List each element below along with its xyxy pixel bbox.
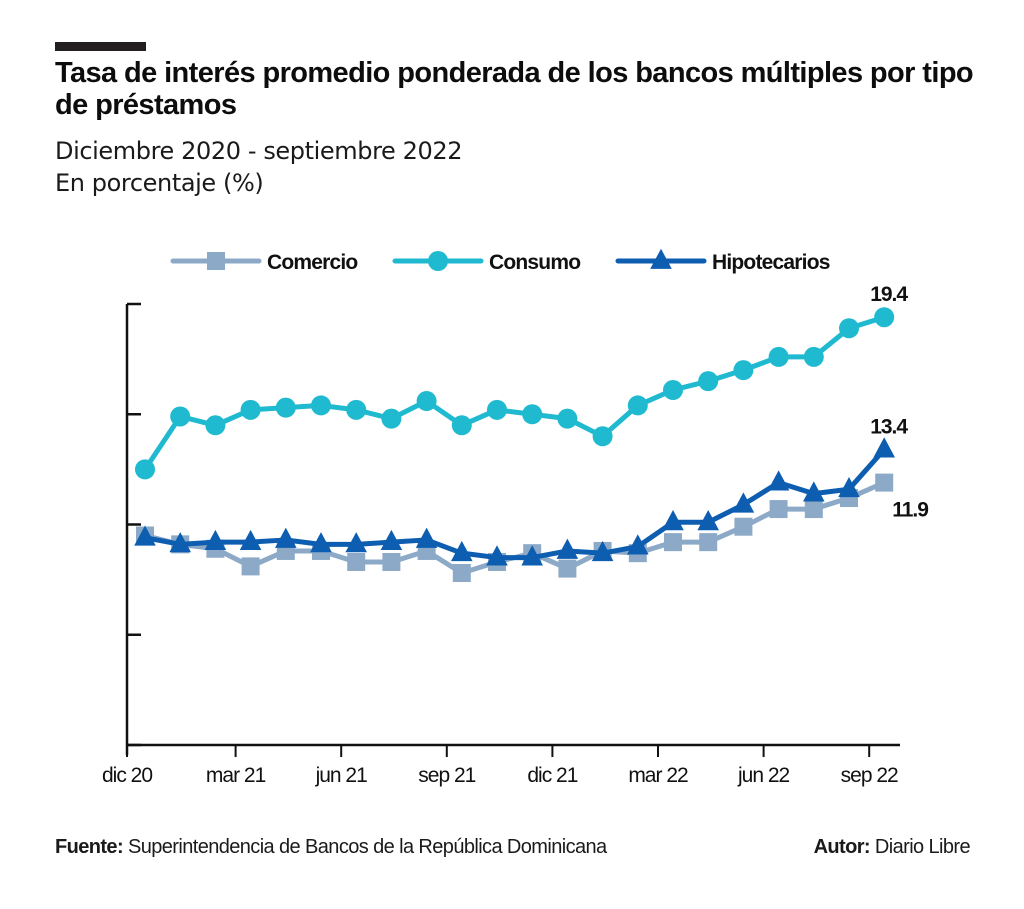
x-tick-label: jun 22 — [737, 764, 790, 787]
title-accent-bar — [55, 42, 146, 51]
data-point-hipotecarios — [134, 525, 156, 546]
data-point-comercio — [558, 559, 577, 578]
data-point-consumo — [275, 397, 296, 418]
data-label-comercio: 11.9 — [892, 499, 928, 522]
legend-item-hipotecarios: Hipotecarios — [615, 248, 831, 274]
data-point-comercio — [347, 552, 366, 571]
x-tick-label: mar 22 — [628, 764, 688, 787]
data-point-hipotecarios — [415, 527, 438, 548]
data-point-consumo — [487, 399, 507, 420]
legend-item-comercio: Comercio — [170, 251, 358, 274]
x-tick-label: dic 21 — [527, 764, 577, 787]
series-group — [134, 307, 895, 583]
legend-marker-circle — [428, 251, 448, 271]
data-point-consumo — [522, 404, 543, 425]
data-point-hipotecarios — [380, 529, 403, 551]
data-point-hipotecarios — [310, 532, 332, 553]
series-hipotecarios — [134, 437, 895, 566]
data-point-consumo — [839, 318, 859, 339]
chart-subtitle: Diciembre 2020 - septiembre 2022 — [55, 137, 463, 165]
data-point-hipotecarios — [591, 540, 614, 562]
data-label-hipotecarios: 13.4 — [870, 416, 908, 439]
data-point-comercio — [734, 517, 753, 536]
series-line-consumo — [142, 314, 885, 471]
data-point-hipotecarios — [697, 510, 719, 531]
data-point-hipotecarios — [767, 470, 790, 491]
data-labels: 11.9 19.4 13.4 — [870, 283, 929, 522]
data-point-consumo — [803, 346, 824, 367]
data-point-consumo — [205, 415, 226, 436]
data-point-consumo — [416, 391, 437, 412]
data-point-comercio — [452, 564, 471, 583]
data-point-comercio — [769, 500, 788, 519]
author-credit: Autor: Diario Libre — [813, 836, 971, 859]
axes: dic 20 mar 21 jun 21 sep 21 dic 21 mar 22 jun … — [102, 302, 900, 787]
data-point-hipotecarios — [662, 510, 684, 531]
data-point-hipotecarios — [627, 534, 649, 555]
data-point-consumo — [451, 415, 472, 436]
data-point-hipotecarios — [556, 538, 579, 559]
data-label-consumo: 19.4 — [870, 283, 908, 306]
data-point-comercio — [699, 533, 718, 552]
legend-marker-square — [207, 252, 225, 270]
data-point-hipotecarios — [169, 532, 191, 553]
data-point-consumo — [768, 346, 789, 367]
chart-title: Tasa de interés promedio ponderada de lo… — [55, 57, 974, 121]
data-point-hipotecarios — [732, 492, 755, 513]
author-text: Diario Libre — [874, 836, 971, 858]
data-point-consumo — [698, 371, 719, 392]
data-point-consumo — [663, 379, 683, 400]
data-point-consumo — [346, 399, 367, 420]
data-point-comercio — [382, 552, 401, 571]
author-label: Autor: — [813, 836, 871, 858]
legend-label: Comercio — [267, 251, 357, 274]
data-point-hipotecarios — [486, 545, 508, 566]
data-point-comercio — [875, 473, 894, 492]
source-credit: Fuente: Superintendencia de Bancos de la… — [55, 836, 607, 859]
series-line-hipotecarios — [144, 447, 887, 561]
data-point-comercio — [241, 557, 260, 576]
series-consumo — [135, 307, 895, 480]
legend-label: Hipotecarios — [712, 251, 830, 274]
data-point-consumo — [381, 408, 402, 429]
data-point-consumo — [135, 459, 155, 480]
x-tick-label: sep 21 — [418, 764, 475, 787]
data-point-consumo — [874, 307, 895, 328]
data-point-consumo — [592, 426, 613, 447]
data-point-consumo — [240, 399, 261, 420]
source-label: Fuente: — [55, 836, 124, 858]
data-point-consumo — [627, 395, 648, 416]
chart-unit: En porcentaje (%) — [55, 169, 264, 197]
legend-label: Consumo — [489, 251, 580, 274]
data-point-hipotecarios — [521, 545, 543, 566]
data-point-hipotecarios — [803, 481, 825, 502]
legend-item-consumo: Consumo — [392, 251, 581, 274]
x-tick-label: dic 20 — [102, 764, 152, 787]
data-point-hipotecarios — [451, 540, 473, 562]
legend: Comercio Consumo Hipotecarios — [170, 248, 831, 274]
data-point-comercio — [804, 500, 823, 519]
data-point-hipotecarios — [275, 527, 297, 548]
data-point-hipotecarios — [204, 529, 227, 551]
data-point-hipotecarios — [345, 532, 367, 553]
x-tick-label: sep 22 — [841, 764, 898, 787]
source-text: Superintendencia de Bancos de la Repúbli… — [128, 836, 607, 858]
x-tick-label: mar 21 — [206, 764, 266, 787]
data-point-consumo — [311, 395, 331, 416]
data-point-hipotecarios — [873, 437, 895, 458]
data-point-consumo — [170, 406, 191, 427]
data-point-hipotecarios — [239, 529, 262, 551]
data-point-consumo — [557, 408, 578, 429]
legend-marker-triangle — [650, 248, 672, 269]
data-point-consumo — [733, 360, 754, 381]
data-point-comercio — [664, 533, 682, 552]
x-tick-label: jun 21 — [315, 764, 368, 787]
data-point-hipotecarios — [838, 476, 860, 498]
